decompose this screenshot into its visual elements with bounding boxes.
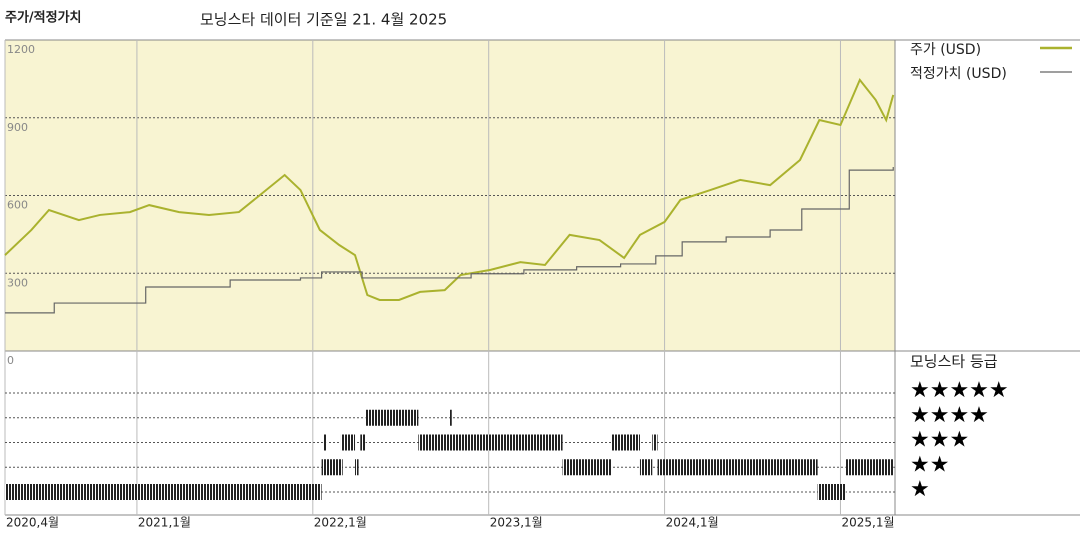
y-tick-label: 0 <box>7 354 14 367</box>
rating-bar <box>652 434 658 451</box>
x-tick-label: 2023,1월 <box>490 516 543 530</box>
rating-bar <box>611 434 640 451</box>
x-tick-label: 2020,4월 <box>6 516 59 530</box>
rating-label: ★★★★ <box>910 403 989 428</box>
y-tick-label: 600 <box>7 199 28 212</box>
x-tick-label: 2021,1월 <box>138 516 191 530</box>
rating-label: ★★ <box>910 452 949 477</box>
series-line <box>4 77 895 301</box>
rating-bar <box>323 434 327 451</box>
rating-bar <box>562 459 612 476</box>
rating-bar <box>639 459 653 476</box>
x-tick-label: 2022,1월 <box>314 516 367 530</box>
ratings-title: 모닝스타 등급 <box>910 353 998 371</box>
rating-bar <box>321 459 343 476</box>
x-tick-label: 2024,1월 <box>666 516 719 530</box>
rating-bar <box>360 434 366 451</box>
chart-title: 주가/적정가치 <box>5 10 82 26</box>
series-line <box>5 166 894 314</box>
y-tick-label: 900 <box>7 121 28 134</box>
rating-label: ★★★★★ <box>910 378 1009 403</box>
rating-bar <box>365 409 419 426</box>
rating-label: ★★★ <box>910 428 969 453</box>
rating-bar <box>418 434 563 451</box>
rating-bar <box>657 459 818 476</box>
rating-bar <box>5 484 322 500</box>
y-tick-label: 300 <box>7 276 28 289</box>
x-tick-label: 2025,1월 <box>841 516 894 530</box>
chart-subtitle: 모닝스타 데이터 기준일 21. 4월 2025 <box>200 11 447 29</box>
rating-label: ★ <box>910 477 930 502</box>
y-tick-label: 1200 <box>7 43 35 56</box>
legend-label: 적정가치 (USD) <box>910 66 1007 82</box>
rating-bar <box>340 434 356 451</box>
rating-bar <box>355 459 359 476</box>
rating-bar <box>450 409 452 426</box>
rating-bar <box>817 484 846 500</box>
legend-label: 주가 (USD) <box>910 42 981 58</box>
rating-bar <box>845 459 894 476</box>
